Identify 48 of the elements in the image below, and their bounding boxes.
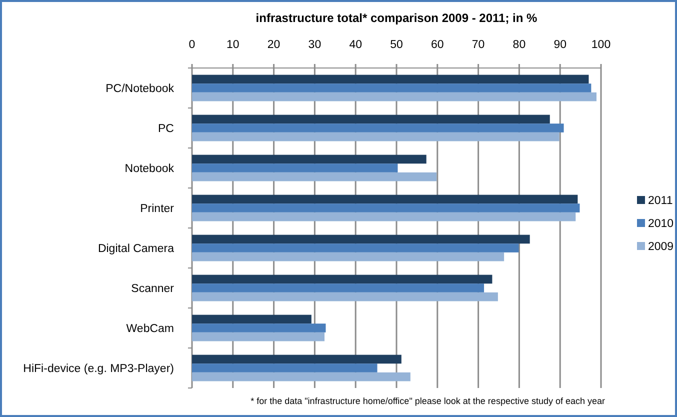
x-tick-label: 40 [349,39,362,51]
bar [192,132,560,142]
y-tick-label: Printer [140,203,174,215]
x-tick-label: 80 [512,39,526,51]
x-tick-label: 70 [472,39,485,51]
x-tick-label: 60 [431,39,444,51]
y-tick-label: HiFi-device (e.g. MP3-Player) [23,363,174,375]
y-tick-label: PC/Notebook [106,83,174,95]
x-tick-label: 20 [267,39,280,51]
bar [192,92,596,102]
bar [192,292,498,302]
legend-label: 2010 [648,218,674,230]
bar [192,164,398,172]
x-tick-label: 30 [308,39,322,51]
bar [192,364,378,372]
bar [192,84,592,92]
legend-label: 2009 [648,241,674,253]
bar [192,354,402,364]
x-tick-label: 90 [554,39,566,51]
bar [192,124,564,132]
y-tick-label: PC [158,123,174,135]
x-tick-label: 50 [390,39,403,51]
bar [192,244,519,252]
bar [192,314,312,324]
bar [192,194,578,204]
y-tick-label: WebCam [126,323,174,335]
bar [192,284,484,292]
bar [192,332,325,342]
y-tick-label: Notebook [124,163,174,175]
bar [192,372,410,382]
bar [192,154,426,164]
bar [192,172,437,182]
chart-title: infrastructure total* comparison 2009 - 2011; in % [256,11,538,25]
bar [192,274,492,284]
x-tick-label: 100 [591,39,611,51]
y-tick-label: Digital Camera [98,243,175,255]
bar [192,234,530,244]
x-tick-label: 10 [226,39,240,51]
text: * for the data "infrastructure home/office" please look at the respective study of each year [250,396,605,406]
x-tick-label: 0 [188,39,196,51]
bar [192,324,326,332]
legend-label: 2011 [648,195,673,207]
bar [192,204,580,212]
bar [192,212,576,222]
bar [192,74,589,84]
y-tick-label: Scanner [131,283,174,295]
bar [192,252,504,262]
bar [192,114,550,124]
